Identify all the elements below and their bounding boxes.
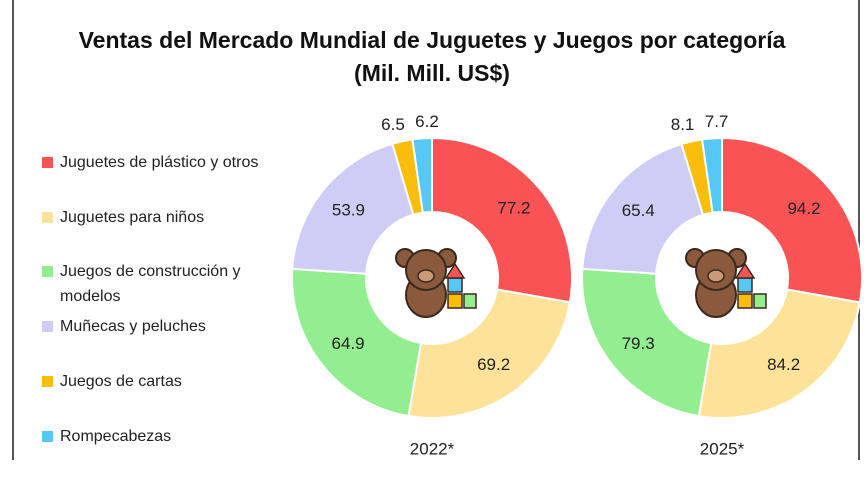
block [448,278,462,292]
bear-icon [686,249,766,317]
bear-icon [396,249,476,317]
data-label: 84.2 [767,355,800,374]
data-label: 64.9 [331,334,364,353]
data-label: 65.4 [622,201,655,220]
data-label: 77.2 [497,199,530,218]
block [464,294,476,308]
data-label: 94.2 [787,199,820,218]
data-label: 7.7 [705,112,729,131]
data-label: 8.1 [671,115,695,134]
block [738,278,752,292]
series-label: 2025* [700,439,745,458]
page: Ventas del Mercado Mundial de Juguetes y… [0,0,864,486]
data-label: 79.3 [622,334,655,353]
data-label: 6.5 [381,115,405,134]
block [754,294,766,308]
bear-snout [708,270,724,282]
data-label: 53.9 [332,201,365,220]
data-label: 69.2 [477,355,510,374]
chart: 77.2 69.2 64.9 53.9 6.5 6.2 2022* 94.2 84.2 79.3 6… [0,0,864,486]
block [738,294,752,308]
series-label: 2022* [410,439,455,458]
block [448,294,462,308]
data-label: 6.2 [415,112,439,131]
bear-snout [418,270,434,282]
